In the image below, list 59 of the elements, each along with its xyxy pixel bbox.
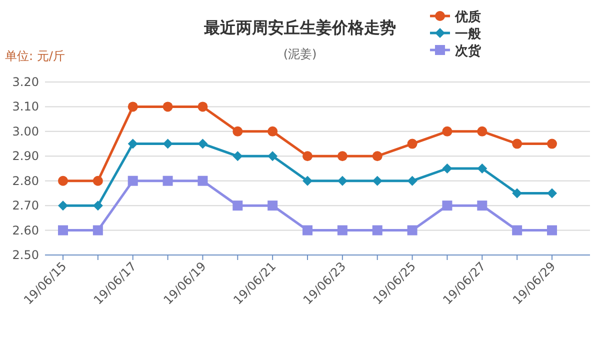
point	[268, 126, 278, 136]
point	[477, 126, 488, 136]
point	[372, 225, 382, 236]
point	[407, 225, 418, 236]
point	[372, 176, 382, 186]
point	[442, 200, 452, 211]
point	[92, 176, 103, 186]
point	[442, 126, 452, 136]
point	[268, 151, 278, 162]
point	[232, 126, 243, 136]
point	[198, 102, 208, 112]
point	[512, 225, 522, 236]
chart-subtitle: (泥姜)	[283, 47, 317, 61]
point	[302, 176, 312, 186]
point	[477, 200, 488, 211]
point	[512, 138, 522, 149]
point	[162, 102, 173, 112]
point	[547, 138, 557, 149]
point	[512, 188, 522, 198]
point	[547, 188, 557, 198]
point	[442, 164, 452, 174]
y-tick-label: 2.80	[12, 174, 39, 188]
point	[337, 225, 348, 236]
point	[92, 200, 103, 211]
point	[128, 102, 138, 112]
point	[128, 176, 138, 186]
point	[232, 151, 243, 162]
y-tick-label: 2.90	[12, 149, 39, 164]
point	[162, 176, 173, 186]
point	[407, 138, 418, 149]
point	[477, 164, 488, 174]
y-tick-label: 2.70	[12, 198, 39, 213]
y-axis-title: 单位: 元/斤	[5, 49, 65, 63]
point	[372, 151, 382, 162]
y-tick-label: 2.50	[12, 248, 39, 262]
chart-title: 最近两周安丘生姜价格走势	[203, 18, 396, 37]
point	[268, 200, 278, 211]
point	[302, 151, 312, 162]
y-tick-label: 3.10	[12, 100, 39, 114]
point	[302, 225, 312, 236]
y-tick-label: 3.20	[12, 75, 39, 89]
point	[58, 176, 68, 186]
point	[198, 138, 208, 149]
point	[407, 176, 418, 186]
legend-label: 一般	[455, 27, 482, 42]
y-tick-label: 3.00	[12, 124, 39, 138]
point	[128, 138, 138, 149]
legend-label: 次货	[455, 43, 482, 59]
point	[547, 225, 557, 236]
point	[232, 200, 243, 211]
legend-label: 优质	[454, 9, 481, 25]
point	[162, 138, 173, 149]
point	[92, 225, 103, 236]
y-tick-label: 2.60	[12, 223, 39, 238]
point	[58, 225, 68, 236]
point	[337, 176, 348, 186]
point	[198, 176, 208, 186]
point	[58, 200, 68, 211]
point	[337, 151, 348, 162]
